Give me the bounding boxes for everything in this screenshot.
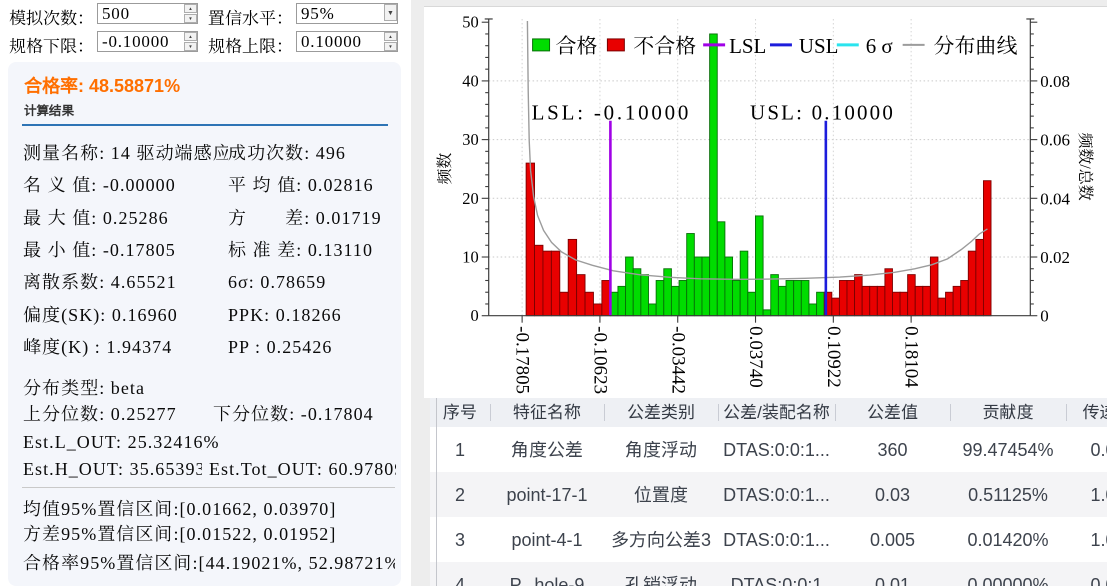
svg-text:分布曲线: 分布曲线 (934, 29, 1018, 59)
svg-text:0.02: 0.02 (1040, 248, 1070, 267)
svg-text:0.08: 0.08 (1040, 72, 1070, 91)
svg-text:USL: 0.10000: USL: 0.10000 (750, 101, 895, 125)
svg-text:20: 20 (462, 189, 478, 208)
svg-text:10: 10 (462, 247, 478, 266)
svg-text:0.06: 0.06 (1040, 131, 1070, 150)
svg-text:30: 30 (462, 130, 478, 149)
svg-text:不合格: 不合格 (633, 29, 696, 59)
svg-text:合格: 合格 (556, 29, 598, 59)
svg-text:40: 40 (462, 71, 478, 90)
svg-text:0.18104: 0.18104 (901, 326, 922, 388)
svg-text:0.10922: 0.10922 (823, 326, 844, 388)
svg-text:LSL: LSL (729, 34, 766, 58)
svg-text:LSL: -0.10000: LSL: -0.10000 (532, 101, 692, 125)
svg-text:USL: USL (799, 34, 839, 58)
svg-text:-0.10623: -0.10623 (589, 326, 610, 394)
svg-text:0: 0 (471, 306, 479, 325)
svg-text:-0.17805: -0.17805 (512, 326, 533, 394)
svg-text:6 σ: 6 σ (866, 34, 893, 58)
svg-text:0: 0 (1040, 307, 1048, 326)
svg-text:0.04: 0.04 (1040, 189, 1070, 208)
svg-text:-0.03442: -0.03442 (667, 326, 688, 394)
svg-text:0.03740: 0.03740 (745, 326, 766, 388)
svg-text:50: 50 (462, 13, 478, 32)
svg-text:频数: 频数 (432, 153, 455, 185)
svg-text:频数/总数: 频数/总数 (1075, 132, 1098, 200)
